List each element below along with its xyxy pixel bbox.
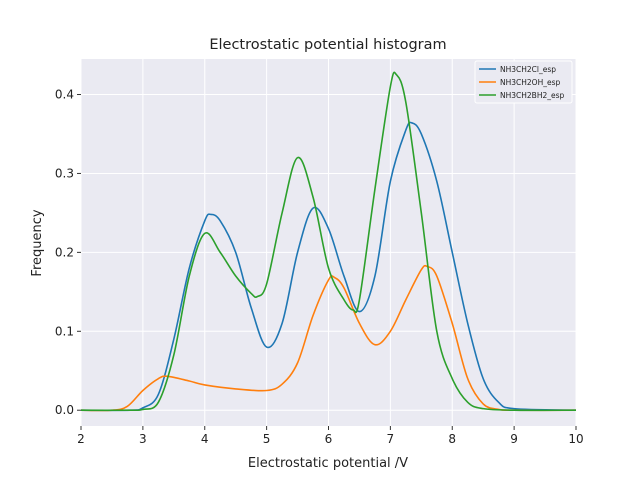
series-line-NH3CH2BH2_esp — [80, 71, 577, 412]
x-tick-label: 8 — [448, 432, 456, 446]
legend-label: NH3CH2Cl_esp — [500, 65, 556, 74]
legend-label: NH3CH2BH2_esp — [500, 91, 564, 100]
y-axis-label: Frequency — [30, 209, 45, 276]
x-tick-label: 10 — [568, 432, 583, 446]
legend-box — [474, 60, 573, 104]
x-ticks: 2 3 4 5 6 7 8 9 10 — [77, 426, 584, 446]
x-tick-label: 5 — [263, 432, 271, 446]
y-tick-label: 0.4 — [55, 88, 74, 102]
x-tick-label: 3 — [139, 432, 147, 446]
y-tick-label: 0.3 — [55, 166, 74, 180]
legend: NH3CH2Cl_esp NH3CH2OH_esp NH3CH2BH2_esp — [474, 60, 573, 104]
y-tick-label: 0.1 — [55, 324, 74, 338]
series-line-NH3CH2Cl_esp — [80, 121, 577, 412]
legend-label: NH3CH2OH_esp — [500, 78, 560, 87]
x-tick-label: 6 — [325, 432, 333, 446]
y-tick-label: 0.2 — [55, 245, 74, 259]
y-tick-label: 0.0 — [55, 403, 74, 417]
chart-title: Electrostatic potential histogram — [209, 37, 446, 53]
x-axis-label: Electrostatic potential /V — [248, 456, 408, 471]
y-ticks: 0.0 0.1 0.2 0.3 0.4 — [55, 88, 81, 417]
series-line-NH3CH2OH_esp — [80, 264, 577, 412]
x-tick-label: 9 — [510, 432, 518, 446]
x-tick-label: 7 — [387, 432, 395, 446]
x-tick-label: 2 — [77, 432, 85, 446]
x-tick-label: 4 — [201, 432, 209, 446]
series-lines — [80, 71, 577, 412]
